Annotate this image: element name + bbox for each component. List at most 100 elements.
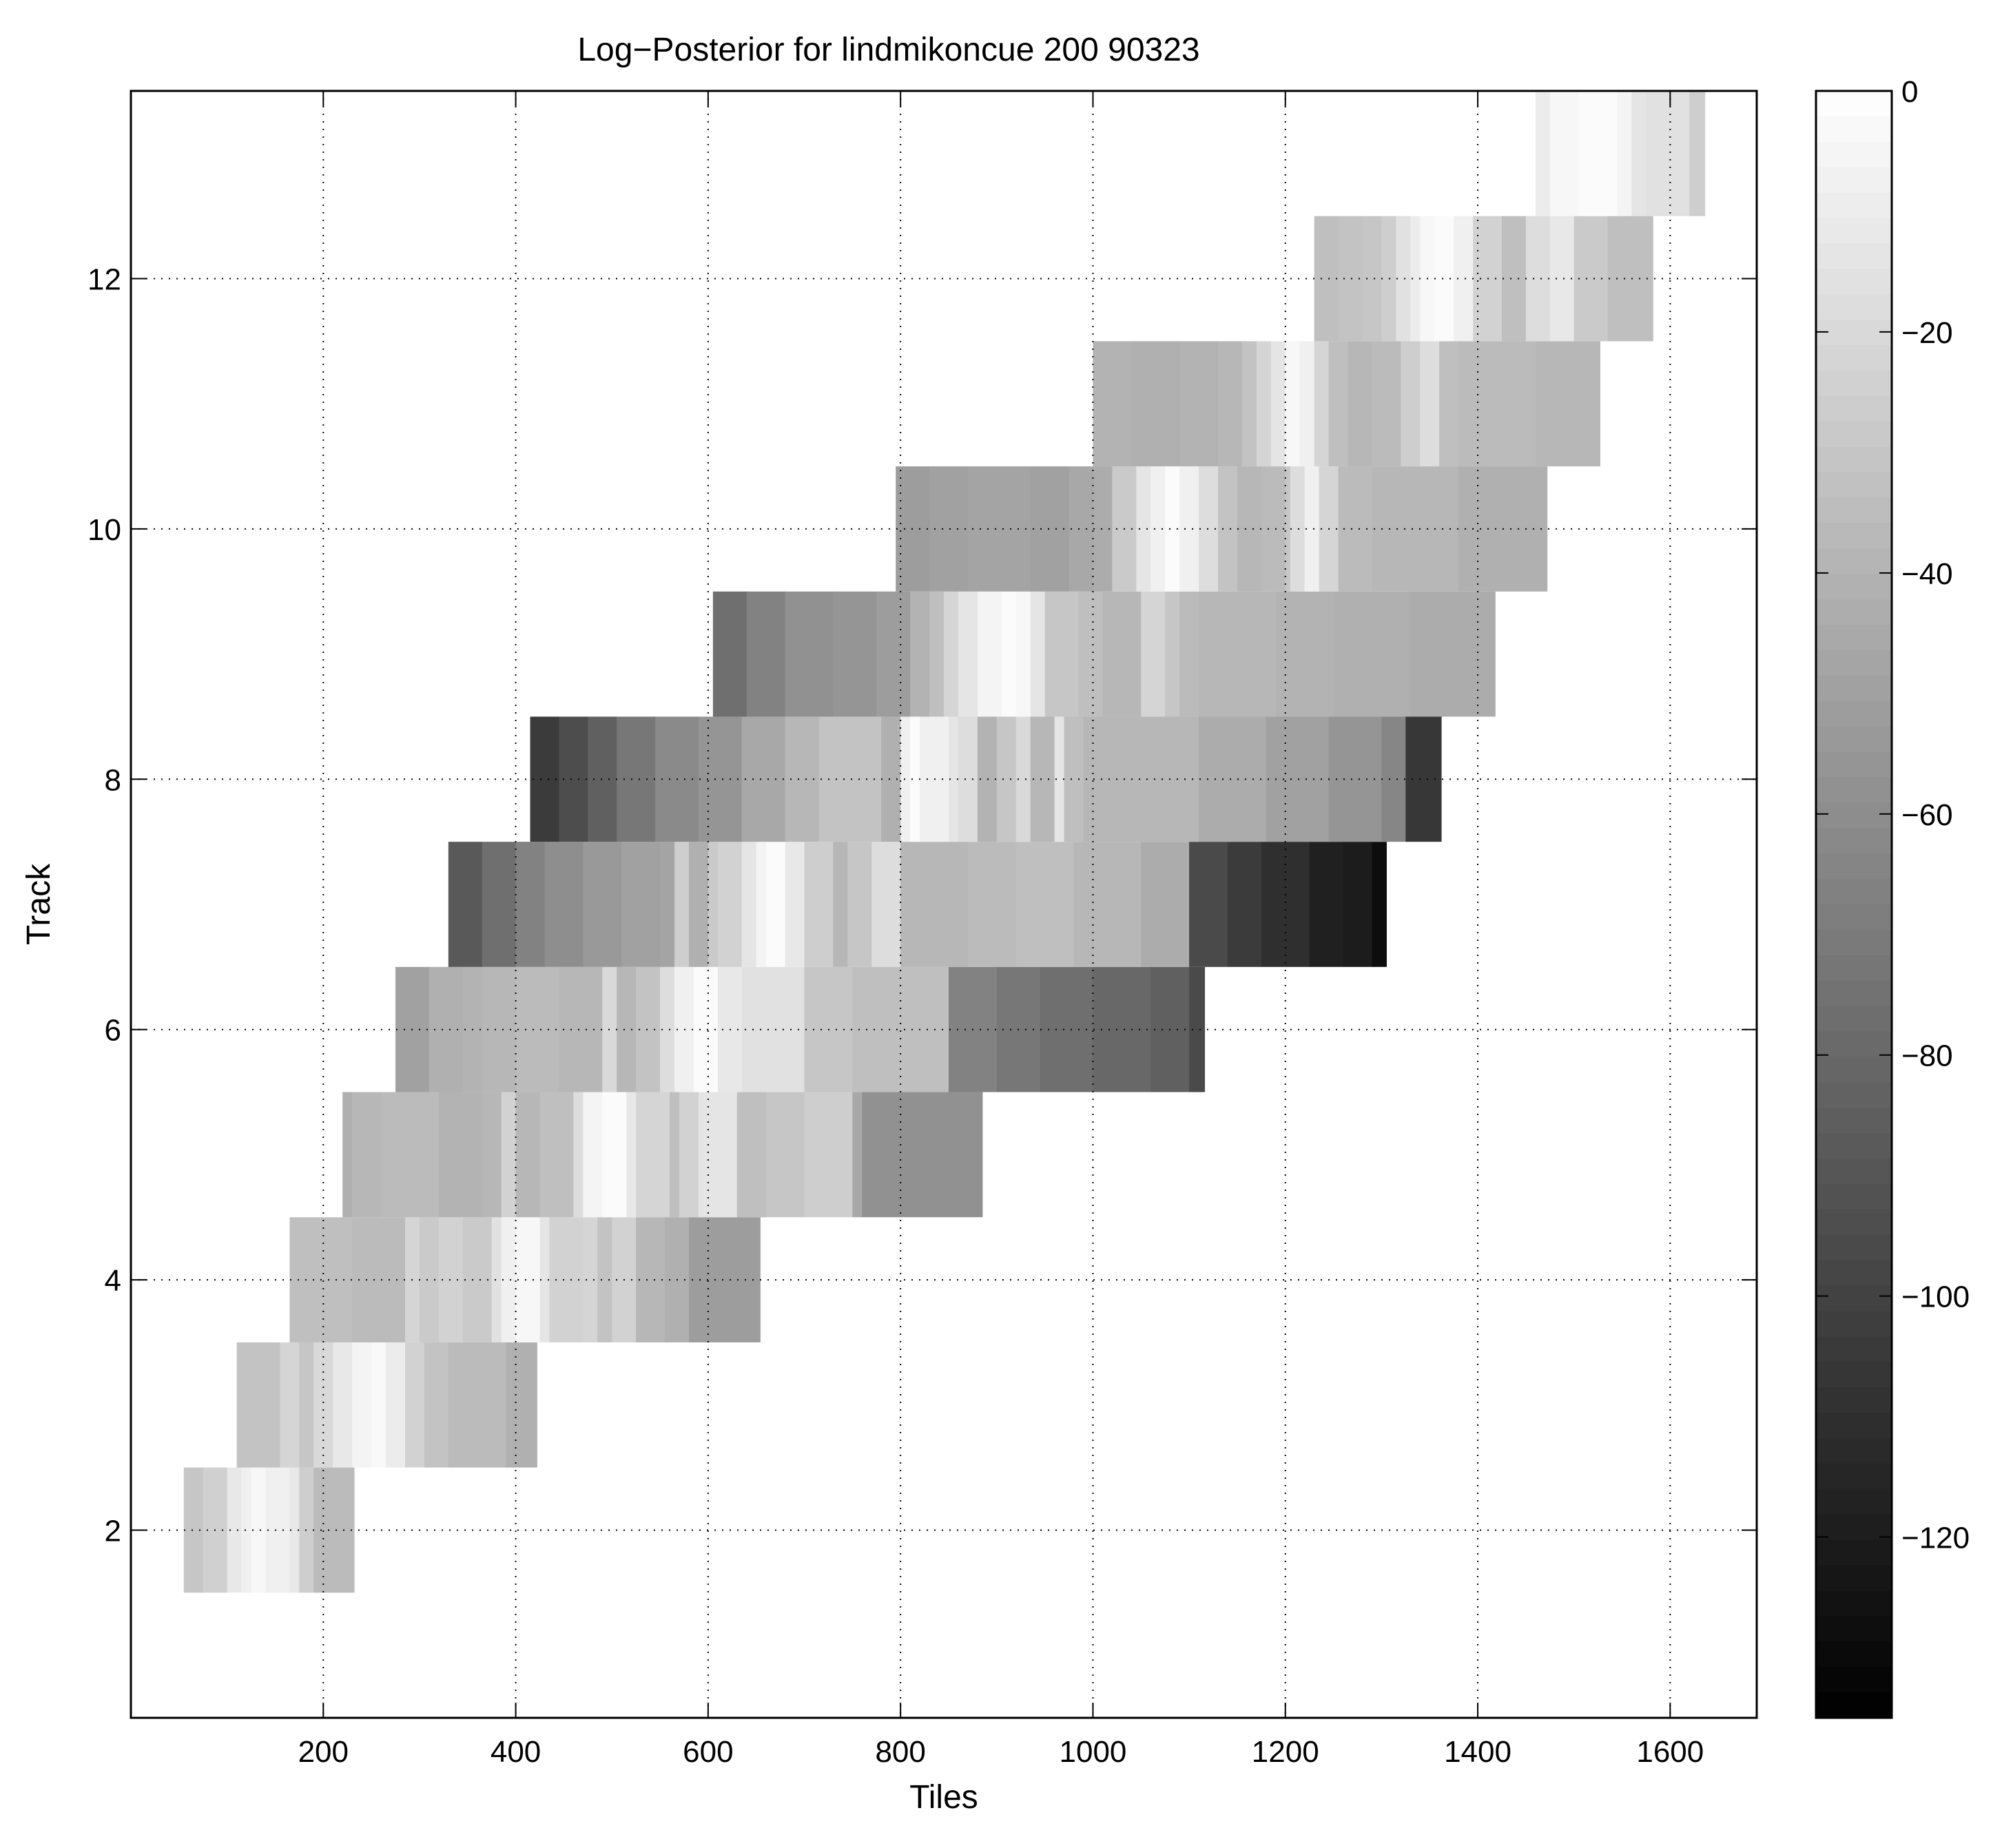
heatmap-cell xyxy=(765,1092,805,1218)
colorbar-band xyxy=(1816,1463,1892,1490)
heatmap-cell xyxy=(1150,466,1166,592)
heatmap-cell xyxy=(712,591,747,717)
heatmap-cell xyxy=(670,1092,680,1218)
colorbar-band xyxy=(1816,1641,1892,1668)
heatmap-cell xyxy=(1237,466,1262,592)
colorbar-band xyxy=(1816,1692,1892,1719)
heatmap-cell xyxy=(1078,591,1104,717)
x-tick-label: 1200 xyxy=(1252,1735,1319,1769)
heatmap-cell xyxy=(871,842,901,967)
heatmap-cell xyxy=(698,1092,738,1218)
heatmap-cell xyxy=(910,716,920,842)
colorbar-band xyxy=(1816,218,1892,245)
heatmap-cell xyxy=(1030,716,1055,842)
heatmap-cell xyxy=(583,1092,603,1218)
y-tick-label: 4 xyxy=(105,1264,121,1298)
heatmap-cell xyxy=(1328,341,1349,467)
heatmap-cell xyxy=(515,842,546,967)
heatmap-cell xyxy=(419,1217,440,1342)
heatmap-cell xyxy=(1261,842,1310,967)
colorbar-band xyxy=(1816,523,1892,549)
heatmap-cell xyxy=(1646,91,1675,216)
colorbar-band xyxy=(1816,802,1892,829)
colorbar-band xyxy=(1816,777,1892,803)
x-tick-label: 1400 xyxy=(1444,1735,1511,1769)
heatmap-cell xyxy=(660,842,675,967)
heatmap-cell xyxy=(1199,591,1277,717)
heatmap-cell xyxy=(1266,716,1330,842)
colorbar-band xyxy=(1816,1362,1892,1388)
heatmap-cell xyxy=(515,1092,541,1218)
heatmap-cell xyxy=(1487,341,1536,467)
heatmap-cell xyxy=(241,1467,252,1593)
heatmap-cell xyxy=(688,842,709,967)
heatmap-cell xyxy=(636,1217,665,1342)
colorbar-band xyxy=(1816,141,1892,168)
heatmap-cell xyxy=(1261,466,1286,592)
colorbar-band xyxy=(1816,192,1892,219)
heatmap-cell xyxy=(900,842,949,967)
heatmap-cell xyxy=(515,1217,541,1342)
heatmap-cell xyxy=(352,1092,382,1218)
colorbar-band xyxy=(1816,675,1892,702)
heatmap-cell xyxy=(636,1092,670,1218)
colorbar-band xyxy=(1816,1285,1892,1312)
heatmap-cell xyxy=(1189,966,1206,1092)
x-tick-label: 1600 xyxy=(1636,1735,1704,1769)
colorbar-band xyxy=(1816,116,1892,143)
heatmap-cell xyxy=(183,1467,204,1593)
heatmap-cell xyxy=(1401,341,1421,467)
heatmap-cell xyxy=(1102,591,1142,717)
heatmap-cell xyxy=(1093,966,1151,1092)
heatmap-cell xyxy=(929,466,969,592)
heatmap-cell xyxy=(1015,842,1075,967)
colorbar-band xyxy=(1816,91,1892,117)
heatmap-cell xyxy=(313,1342,333,1468)
heatmap-cell xyxy=(717,842,743,967)
heatmap-cell xyxy=(1525,216,1551,342)
colorbar-band xyxy=(1816,548,1892,574)
heatmap-cell xyxy=(1290,466,1306,592)
colorbar-band xyxy=(1816,1183,1892,1210)
colorbar-band xyxy=(1816,269,1892,295)
x-tick-label: 800 xyxy=(875,1735,925,1769)
heatmap-cell xyxy=(1275,591,1334,717)
heatmap-cell xyxy=(621,842,661,967)
colorbar-band xyxy=(1816,726,1892,753)
colorbar-band xyxy=(1816,1438,1892,1464)
heatmap-cell xyxy=(1372,341,1401,467)
colorbar-band xyxy=(1816,599,1892,625)
heatmap-cell xyxy=(530,716,560,842)
heatmap-cell xyxy=(1141,591,1166,717)
heatmap-cell xyxy=(1015,591,1031,717)
heatmap-cell xyxy=(1241,341,1257,467)
heatmap-cell xyxy=(381,1092,411,1218)
heatmap-cell xyxy=(862,1092,983,1218)
heatmap-cell xyxy=(438,1092,483,1218)
colorbar-band xyxy=(1816,421,1892,448)
heatmap-cell xyxy=(958,591,978,717)
heatmap-cell xyxy=(746,591,786,717)
colorbar-tick-label: −80 xyxy=(1901,1039,1953,1073)
heatmap-cell xyxy=(944,591,959,717)
heatmap-cell xyxy=(1559,91,1580,216)
chart-title: Log−Posterior for lindmikoncue 200 90323 xyxy=(577,32,1199,68)
heatmap-cell xyxy=(1270,341,1286,467)
heatmap-cell xyxy=(852,1092,863,1218)
heatmap-cell xyxy=(636,966,661,1092)
heatmap-cell xyxy=(1015,716,1031,842)
heatmap-cell xyxy=(1439,341,1459,467)
colorbar-band xyxy=(1816,1159,1892,1185)
heatmap-cell xyxy=(448,1342,507,1468)
heatmap-cell xyxy=(1501,216,1527,342)
heatmap-cell xyxy=(1631,91,1647,216)
y-tick-label: 6 xyxy=(105,1014,121,1048)
heatmap-cell xyxy=(371,1342,386,1468)
y-tick-label: 8 xyxy=(105,763,121,797)
colorbar-band xyxy=(1816,1667,1892,1693)
heatmap-cell xyxy=(756,842,767,967)
heatmap-cell xyxy=(280,1342,300,1468)
heatmap-cell xyxy=(299,1467,314,1593)
heatmap-cell xyxy=(804,1092,853,1218)
colorbar-band xyxy=(1816,243,1892,269)
